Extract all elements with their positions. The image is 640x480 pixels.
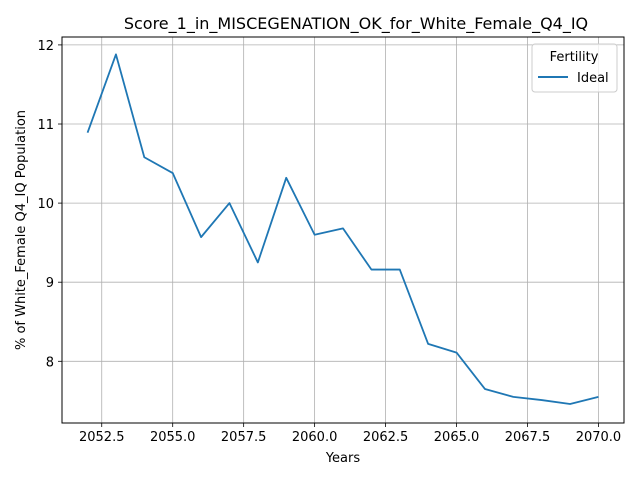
y-axis: 8 9 10 11 12 (37, 39, 62, 370)
x-tick-label: 2055.0 (150, 430, 196, 445)
y-tick-label: 8 (46, 355, 54, 370)
y-tick-label: 10 (37, 197, 54, 212)
series-layer (86, 53, 599, 405)
legend-title: Fertility (550, 50, 599, 65)
x-axis-title: Years (325, 451, 361, 466)
x-tick-label: 2057.5 (221, 430, 267, 445)
plot-frame (61, 36, 625, 424)
y-axis-title: % of White_Female Q4_IQ Population (14, 110, 29, 350)
series-line-ideal (86, 53, 599, 405)
chart-title: Score_1_in_MISCEGENATION_OK_for_White_Fe… (124, 14, 588, 34)
legend: Fertility Ideal (531, 43, 618, 93)
y-tick-label: 11 (37, 118, 54, 133)
grid-lines (62, 37, 624, 423)
x-axis: 2052.5 2055.0 2057.5 2060.0 2062.5 2065.0 2067… (79, 423, 621, 445)
x-tick-label: 2065.0 (434, 430, 480, 445)
legend-box (531, 43, 618, 93)
x-tick-label: 2067.5 (505, 430, 551, 445)
y-tick-label: 9 (46, 276, 54, 291)
x-tick-label: 2052.5 (79, 430, 125, 445)
y-tick-label: 12 (37, 39, 54, 54)
x-tick-label: 2060.0 (292, 430, 338, 445)
x-tick-label: 2070.0 (576, 430, 622, 445)
x-tick-label: 2062.5 (363, 430, 409, 445)
legend-label-ideal: Ideal (577, 71, 609, 86)
